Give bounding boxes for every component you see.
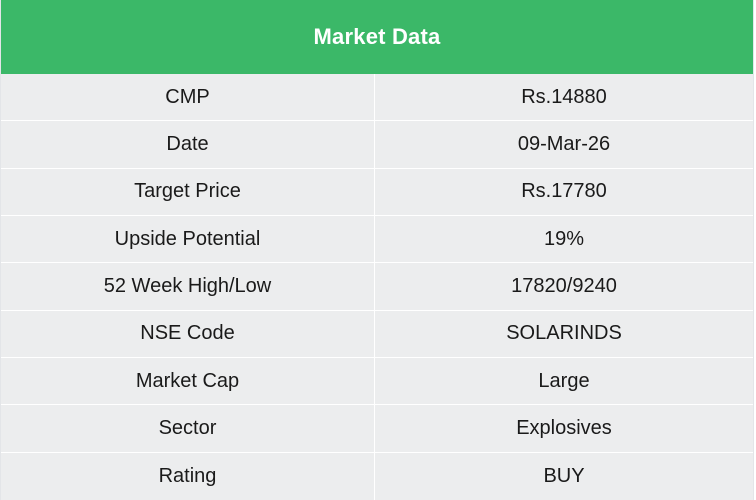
table-row-52-week-high-low: 52 Week High/Low 17820/9240 [1, 263, 753, 311]
row-value: SOLARINDS [506, 322, 622, 345]
row-label: Sector [1, 405, 375, 452]
row-label: Rating [1, 452, 375, 500]
table-row-nse-code: NSE Code SOLARINDS [1, 310, 753, 358]
row-value: 17820/9240 [511, 274, 617, 297]
table-row-target-price: Target Price Rs.17780 [1, 168, 753, 216]
row-label: Date [1, 121, 375, 168]
table-row-market-cap: Market Cap Large [1, 357, 753, 406]
table-row-rating: Rating BUY [1, 452, 753, 500]
row-label: Upside Potential [1, 215, 375, 263]
row-label: NSE Code [1, 310, 375, 357]
table-row-sector: Sector Explosives [1, 405, 753, 453]
table-title: Market Data [1, 0, 753, 74]
table-row-upside-potential: Upside Potential 19% [1, 215, 753, 264]
row-label: 52 Week High/Low [1, 263, 375, 310]
table-row-cmp: CMP Rs.14880 [1, 74, 753, 122]
table-body: CMP Rs.14880 Date 09-Mar-26 Target Price… [1, 74, 753, 500]
row-value: Large [538, 369, 590, 392]
row-label: Market Cap [1, 357, 375, 405]
row-value: Rs.14880 [521, 85, 607, 108]
row-label: CMP [1, 74, 375, 121]
row-value: 19% [543, 227, 585, 250]
row-value: BUY [543, 464, 585, 487]
row-value: Explosives [516, 416, 612, 439]
table-row-date: Date 09-Mar-26 [1, 121, 753, 169]
row-value: Rs.17780 [521, 180, 607, 203]
row-value: 09-Mar-26 [517, 132, 611, 155]
row-label: Target Price [1, 168, 375, 215]
